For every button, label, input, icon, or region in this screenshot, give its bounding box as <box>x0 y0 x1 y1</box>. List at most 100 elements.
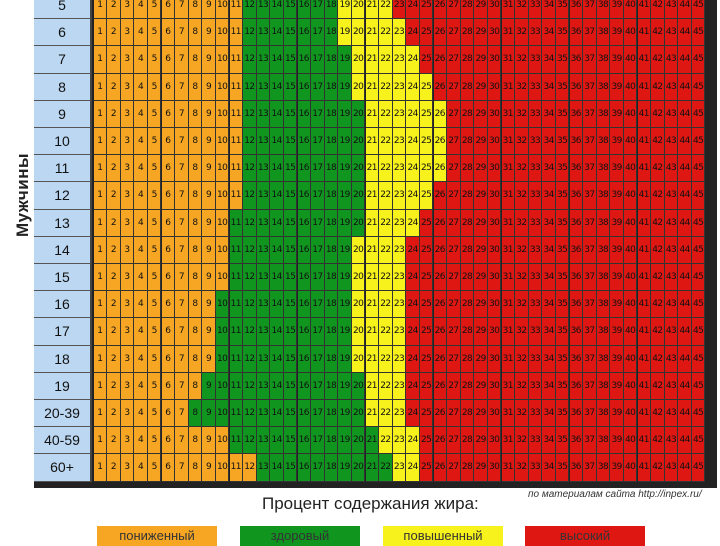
grid-cell: 41 <box>637 427 652 455</box>
grid-cell: 18 <box>324 291 339 319</box>
grid-cell: 24 <box>406 73 420 101</box>
grid-cell: 18 <box>324 236 339 264</box>
grid-cell: 1 <box>93 454 108 482</box>
grid-cell: 40 <box>623 345 638 373</box>
grid-cell: 11 <box>229 100 244 128</box>
grid-cell: 18 <box>324 19 339 47</box>
grid-cell: 12 <box>243 0 257 20</box>
grid-cell: 23 <box>392 400 407 428</box>
grid-cell: 39 <box>610 0 624 20</box>
grid-cell: 28 <box>460 372 475 400</box>
grid-cell: 22 <box>379 400 393 428</box>
grid-cell: 22 <box>379 73 393 101</box>
grid-cell: 22 <box>379 236 393 264</box>
grid-cell: 12 <box>243 209 257 237</box>
grid-cell: 5 <box>147 209 162 237</box>
grid-cell: 1 <box>93 264 108 292</box>
grid-cell: 42 <box>651 427 665 455</box>
age-label: 60+ <box>34 454 92 482</box>
grid-cell: 22 <box>379 345 393 373</box>
grid-cell: 9 <box>202 182 216 210</box>
grid-cell: 4 <box>134 155 148 183</box>
legend-item-healthy: здоровый <box>240 526 360 546</box>
grid-cell: 32 <box>515 73 529 101</box>
grid-cell: 45 <box>691 400 706 428</box>
grid-cell: 5 <box>147 155 162 183</box>
grid-cell: 7 <box>175 345 189 373</box>
grid-cell: 40 <box>623 236 638 264</box>
grid-cell: 43 <box>664 128 679 156</box>
grid-cell: 22 <box>379 155 393 183</box>
grid-cell: 8 <box>188 46 203 74</box>
grid-cell: 14 <box>270 454 284 482</box>
grid-cell: 25 <box>419 291 434 319</box>
grid-cell: 16 <box>297 209 312 237</box>
grid-cell: 36 <box>569 236 584 264</box>
grid-cell: 15 <box>283 291 298 319</box>
grid-cell: 9 <box>202 46 216 74</box>
grid-cell: 33 <box>528 19 543 47</box>
grid-cell: 29 <box>474 454 488 482</box>
grid-cell: 42 <box>651 318 665 346</box>
grid-cell: 20 <box>351 264 366 292</box>
grid-cell: 32 <box>515 100 529 128</box>
grid-cell: 9 <box>202 318 216 346</box>
grid-cell: 37 <box>583 209 597 237</box>
grid-cell: 24 <box>406 155 420 183</box>
grid-cell: 34 <box>542 46 556 74</box>
grid-cell: 4 <box>134 100 148 128</box>
grid-cell: 8 <box>188 454 203 482</box>
grid-cell: 24 <box>406 291 420 319</box>
grid-cell: 26 <box>433 372 448 400</box>
grid-cell: 24 <box>406 318 420 346</box>
grid-cell: 11 <box>229 19 244 47</box>
grid-cell: 20 <box>351 209 366 237</box>
grid-cell: 32 <box>515 209 529 237</box>
grid-cell: 26 <box>433 400 448 428</box>
grid-cell: 30 <box>487 345 502 373</box>
grid-cell: 25 <box>419 0 434 20</box>
grid-cell: 29 <box>474 155 488 183</box>
grid-cell: 5 <box>147 345 162 373</box>
grid-cell: 1 <box>93 73 108 101</box>
grid-cell: 33 <box>528 291 543 319</box>
grid-cell: 31 <box>501 155 516 183</box>
grid-cell: 12 <box>243 454 257 482</box>
grid-cell: 32 <box>515 454 529 482</box>
grid-cell: 34 <box>542 291 556 319</box>
grid-cell: 4 <box>134 400 148 428</box>
grid-cell: 6 <box>161 427 176 455</box>
grid-cell: 14 <box>270 46 284 74</box>
grid-cell: 38 <box>596 73 611 101</box>
grid-cell: 17 <box>311 318 325 346</box>
grid-cell: 13 <box>256 372 271 400</box>
grid-cell: 29 <box>474 236 488 264</box>
grid-cell: 5 <box>147 318 162 346</box>
grid-cell: 19 <box>338 209 352 237</box>
grid-cell: 1 <box>93 182 108 210</box>
grid-cell: 3 <box>120 128 135 156</box>
grid-cell: 16 <box>297 236 312 264</box>
grid-cell: 33 <box>528 128 543 156</box>
grid-cell: 42 <box>651 128 665 156</box>
grid-cell: 1 <box>93 209 108 237</box>
grid-cell: 33 <box>528 264 543 292</box>
grid-cell: 26 <box>433 264 448 292</box>
grid-cell: 16 <box>297 427 312 455</box>
grid-cell: 31 <box>501 345 516 373</box>
grid-cell: 2 <box>107 345 121 373</box>
grid-cell: 26 <box>433 73 448 101</box>
grid-cell: 11 <box>229 236 244 264</box>
grid-cell: 35 <box>555 46 570 74</box>
grid-cell: 8 <box>188 236 203 264</box>
grid-cell: 38 <box>596 19 611 47</box>
grid-cell: 15 <box>283 264 298 292</box>
grid-cell: 1 <box>93 100 108 128</box>
grid-cell: 19 <box>338 318 352 346</box>
grid-cell: 8 <box>188 155 203 183</box>
grid-cell: 15 <box>283 318 298 346</box>
grid-cell: 42 <box>651 454 665 482</box>
grid-cell: 12 <box>243 73 257 101</box>
grid-cell: 8 <box>188 291 203 319</box>
grid-cell: 6 <box>161 264 176 292</box>
